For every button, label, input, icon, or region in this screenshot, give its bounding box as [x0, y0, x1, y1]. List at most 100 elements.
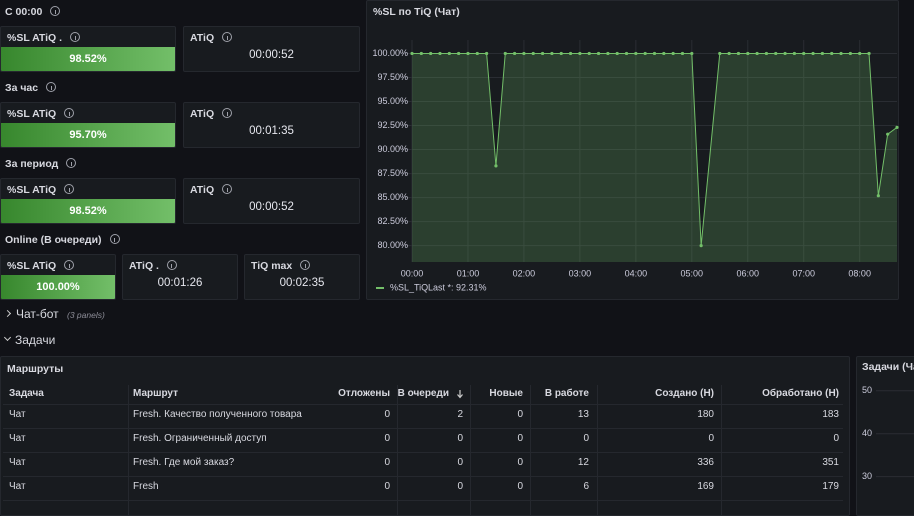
table-cell: 183 — [822, 409, 839, 420]
column-divider — [597, 385, 598, 515]
stat-title: ATiQ — [190, 108, 233, 120]
row-header[interactable]: Задачи — [3, 333, 56, 347]
section-title: За период — [5, 158, 77, 170]
info-icon — [70, 32, 81, 42]
chevron-down — [3, 333, 12, 342]
column-divider — [530, 385, 531, 515]
column-divider — [128, 385, 129, 515]
stat-value: 95.70% — [1, 123, 175, 147]
table-cell: Чат — [9, 457, 26, 468]
column-header[interactable]: В работе — [544, 388, 589, 399]
info-icon — [109, 234, 120, 244]
info-icon — [46, 82, 57, 92]
column-header[interactable]: Маршрут — [133, 388, 179, 399]
table-cell: 0 — [384, 481, 390, 492]
column-header[interactable]: Создано (Н) — [655, 388, 714, 399]
info-icon — [300, 260, 311, 270]
column-header[interactable]: Обработано (Н) — [762, 388, 839, 399]
table-cell: 0 — [708, 433, 714, 444]
stat-panel: ATiQ 00:01:35 — [183, 102, 360, 148]
row-title: Чат-бот — [16, 307, 59, 321]
stat-title-text: ATiQ — [190, 108, 215, 120]
table-cell: 13 — [577, 409, 589, 420]
chart-title: %SL по TiQ (Чат) — [373, 6, 460, 18]
table-cell: Fresh. Ограниченный доступ — [133, 433, 267, 444]
stat-title: TiQ max — [251, 260, 311, 272]
stat-title: ATiQ — [190, 184, 233, 196]
section-title: За час — [5, 82, 57, 94]
chart-panel — [856, 356, 914, 516]
stat-title-text: %SL ATiQ . — [7, 32, 63, 44]
stat-title-text: ATiQ . — [129, 260, 159, 272]
stat-value: 98.52% — [1, 199, 175, 223]
column-header[interactable]: Задача — [9, 388, 44, 399]
table-cell: 0 — [517, 481, 523, 492]
row-divider — [3, 404, 843, 405]
section-title: Online (В очереди) — [5, 234, 120, 246]
column-header[interactable]: Отложены — [338, 388, 390, 399]
column-header[interactable]: Новые — [489, 388, 523, 399]
stat-title: %SL ATiQ — [7, 260, 75, 272]
info-icon — [50, 6, 61, 16]
column-divider — [397, 385, 398, 515]
table-cell: 2 — [457, 409, 463, 420]
stat-title-text: %SL ATiQ — [7, 260, 57, 272]
table-cell: 0 — [457, 481, 463, 492]
stat-title-text: TiQ max — [251, 260, 293, 272]
sort-icon[interactable] — [456, 389, 464, 399]
column-divider — [721, 385, 722, 515]
stat-title-text: %SL ATiQ — [7, 184, 57, 196]
stat-title: %SL ATiQ . — [7, 32, 81, 44]
row-divider — [3, 476, 843, 477]
stat-value: 00:01:26 — [157, 277, 203, 289]
stat-panel: TiQ max 00:02:35 — [244, 254, 360, 300]
stat-panel: ATiQ 00:00:52 — [183, 26, 360, 72]
sort-arrow — [457, 390, 463, 399]
table-cell: 0 — [457, 457, 463, 468]
table-cell: 12 — [577, 457, 589, 468]
stat-value: 98.52% — [1, 47, 175, 71]
table-cell: 6 — [583, 481, 589, 492]
info-icon — [64, 108, 75, 118]
table-cell: Fresh. Качество полученного товара — [133, 409, 302, 420]
row-divider — [3, 500, 843, 501]
table-cell: 169 — [697, 481, 714, 492]
stat-panel: %SL ATiQ 98.52% — [0, 178, 176, 224]
table-cell: 336 — [697, 457, 714, 468]
stat-title: ATiQ . — [129, 260, 177, 272]
stat-title: %SL ATiQ — [7, 184, 75, 196]
row-header[interactable]: Чат-бот — [3, 307, 59, 321]
table-cell: 0 — [517, 409, 523, 420]
info-icon — [222, 32, 233, 42]
column-divider — [470, 385, 471, 515]
info-icon — [66, 158, 77, 168]
table-cell: 180 — [697, 409, 714, 420]
stat-title: %SL ATiQ — [7, 108, 75, 120]
section-title-text: Online (В очереди) — [5, 234, 102, 246]
table-cell: 0 — [583, 433, 589, 444]
table-cell: 351 — [822, 457, 839, 468]
info-icon — [166, 260, 177, 270]
row-title: Задачи — [15, 333, 56, 347]
section-title: C 00:00 — [5, 6, 61, 18]
info-icon — [64, 184, 75, 194]
table-cell: Чат — [9, 481, 26, 492]
table-cell: Чат — [9, 409, 26, 420]
table-cell: 0 — [384, 433, 390, 444]
stat-value: 100.00% — [1, 275, 115, 299]
stat-title-text: ATiQ — [190, 32, 215, 44]
chart-panel — [366, 0, 899, 300]
info-icon — [222, 184, 233, 194]
section-title-text: За период — [5, 158, 59, 170]
stat-title: ATiQ — [190, 32, 233, 44]
stat-value: 00:02:35 — [279, 277, 325, 289]
stat-panel: %SL ATiQ 100.00% — [0, 254, 116, 300]
info-icon — [222, 108, 233, 118]
info-icon — [64, 260, 75, 270]
table-cell: 0 — [384, 457, 390, 468]
column-header[interactable]: В очереди — [397, 388, 449, 399]
row-divider — [3, 452, 843, 453]
table-cell: Fresh. Где мой заказ? — [133, 457, 235, 468]
table-cell: 179 — [822, 481, 839, 492]
